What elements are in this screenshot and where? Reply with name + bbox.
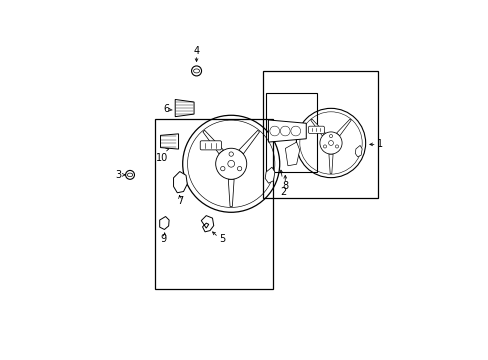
Circle shape	[319, 132, 342, 154]
Text: 7: 7	[177, 195, 183, 206]
Polygon shape	[239, 130, 259, 154]
Polygon shape	[264, 167, 274, 183]
FancyBboxPatch shape	[308, 126, 324, 134]
Polygon shape	[354, 145, 362, 157]
Circle shape	[220, 166, 224, 171]
Text: 6: 6	[163, 104, 169, 114]
Polygon shape	[285, 142, 299, 166]
Circle shape	[290, 126, 300, 136]
Text: 4: 4	[193, 46, 199, 56]
Polygon shape	[328, 154, 332, 174]
Circle shape	[280, 126, 289, 136]
Text: 10: 10	[156, 153, 168, 163]
Circle shape	[237, 166, 241, 171]
Text: 5: 5	[219, 234, 225, 244]
Polygon shape	[268, 120, 305, 142]
Circle shape	[215, 148, 246, 179]
Text: 2: 2	[280, 186, 286, 197]
Text: 8: 8	[282, 181, 288, 191]
FancyBboxPatch shape	[200, 141, 221, 150]
Circle shape	[329, 135, 332, 138]
Circle shape	[228, 152, 233, 156]
Circle shape	[323, 145, 326, 148]
Bar	[263, 71, 377, 198]
Polygon shape	[201, 216, 213, 232]
Circle shape	[328, 140, 333, 145]
Text: 3: 3	[115, 170, 121, 180]
Bar	[155, 120, 272, 288]
Circle shape	[269, 126, 279, 136]
Circle shape	[227, 161, 234, 167]
Polygon shape	[336, 119, 350, 136]
Polygon shape	[173, 172, 187, 193]
Polygon shape	[228, 179, 234, 207]
Polygon shape	[160, 134, 178, 149]
Polygon shape	[203, 130, 223, 154]
Polygon shape	[175, 99, 194, 117]
Text: 1: 1	[377, 139, 383, 149]
Bar	[265, 93, 317, 172]
Polygon shape	[160, 216, 169, 229]
Text: 9: 9	[160, 234, 166, 244]
Circle shape	[335, 145, 338, 148]
Polygon shape	[310, 119, 325, 136]
